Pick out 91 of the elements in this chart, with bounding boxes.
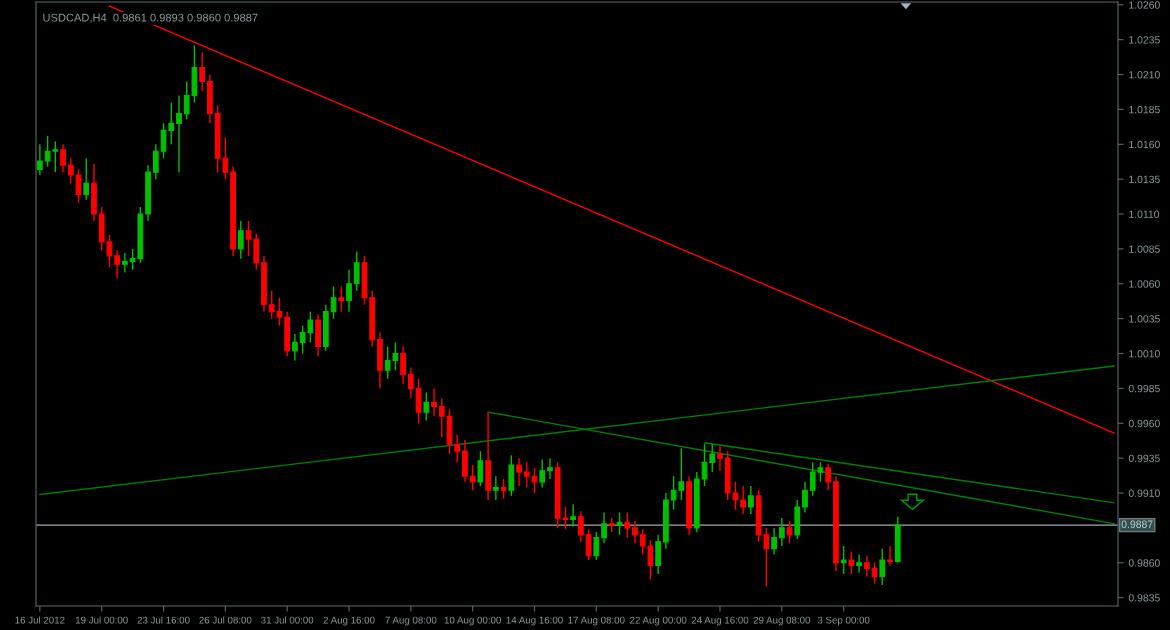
candlestick bbox=[863, 555, 870, 578]
y-tick-label: 0.9910 bbox=[1128, 489, 1160, 497]
candlestick bbox=[740, 485, 747, 515]
candlestick bbox=[825, 463, 832, 491]
candlestick bbox=[83, 157, 90, 201]
candlestick bbox=[601, 511, 607, 544]
x-tick-label: 7 Aug 08:00 bbox=[385, 616, 437, 626]
y-tick-label: 1.0035 bbox=[1129, 315, 1160, 323]
candlestick bbox=[786, 520, 793, 544]
candlestick bbox=[539, 458, 546, 489]
candlestick bbox=[771, 527, 777, 556]
y-tick-label: 0.9985 bbox=[1128, 384, 1160, 393]
candlestick bbox=[632, 520, 638, 544]
x-tick-label: 19 Jul 00:00 bbox=[75, 616, 128, 624]
candlestick bbox=[871, 562, 878, 585]
candlestick bbox=[330, 285, 337, 320]
candlestick bbox=[168, 101, 175, 145]
candlestick bbox=[400, 345, 406, 385]
candlestick bbox=[75, 168, 82, 204]
y-tick-label: 1.0260 bbox=[1129, 1, 1160, 9]
candlestick bbox=[237, 220, 244, 260]
candlestick bbox=[709, 443, 716, 473]
x-tick-label: 2 Aug 16:00 bbox=[323, 616, 375, 626]
candlestick bbox=[570, 503, 577, 528]
candlestick bbox=[454, 433, 461, 464]
candlestick bbox=[114, 249, 121, 279]
candlestick bbox=[431, 387, 437, 417]
y-tick-label: 1.0160 bbox=[1129, 140, 1160, 149]
candlestick bbox=[848, 550, 855, 575]
candlestick bbox=[523, 461, 530, 489]
x-tick-label: 23 Jul 16:00 bbox=[137, 616, 190, 624]
candlestick bbox=[407, 366, 414, 399]
candlestick bbox=[199, 51, 206, 92]
candlestick bbox=[577, 510, 584, 543]
x-tick-label: 29 Aug 08:00 bbox=[753, 616, 811, 626]
y-tick-label: 0.9960 bbox=[1128, 419, 1160, 428]
candlestick bbox=[36, 143, 43, 176]
y-tick-label: 1.0135 bbox=[1129, 175, 1160, 184]
candlestick bbox=[438, 397, 445, 438]
candlestick bbox=[531, 467, 538, 494]
candlestick bbox=[593, 531, 600, 561]
candlestick bbox=[547, 457, 553, 480]
candlestick bbox=[152, 143, 159, 180]
candlestick bbox=[353, 250, 360, 292]
candlestick bbox=[879, 548, 886, 586]
candlestick bbox=[492, 475, 499, 501]
candlestick bbox=[856, 553, 862, 574]
x-tick-label: 16 Jul 2012 bbox=[15, 616, 65, 624]
candlestick bbox=[60, 143, 66, 173]
x-tick-label: 10 Aug 00:00 bbox=[444, 616, 501, 626]
candlestick bbox=[423, 391, 430, 422]
candlestick bbox=[415, 377, 422, 424]
x-tick-label: 17 Aug 08:00 bbox=[568, 616, 625, 626]
candlestick bbox=[887, 545, 893, 567]
y-tick-label: 1.0210 bbox=[1129, 71, 1160, 79]
x-tick-label: 14 Aug 16:00 bbox=[506, 616, 563, 626]
y-tick-label: 1.0235 bbox=[1129, 36, 1160, 44]
y-tick-label: 1.0085 bbox=[1129, 245, 1160, 253]
x-tick-label: 31 Jul 00:00 bbox=[261, 616, 314, 624]
y-tick-label: 0.9860 bbox=[1128, 559, 1160, 567]
candlestick bbox=[500, 478, 507, 500]
x-tick-label: 24 Aug 16:00 bbox=[691, 616, 749, 626]
candlestick bbox=[67, 157, 74, 185]
y-tick-label: 1.0185 bbox=[1129, 105, 1160, 114]
candlestick bbox=[778, 517, 785, 547]
candlestick bbox=[748, 485, 754, 515]
candlestick bbox=[346, 269, 352, 313]
y-tick-label: 0.9835 bbox=[1128, 594, 1160, 602]
candlestick bbox=[338, 285, 345, 313]
candlestick bbox=[176, 94, 182, 173]
ref-line-label: 0.9887 bbox=[1121, 520, 1153, 528]
y-tick-label: 1.0060 bbox=[1129, 280, 1160, 288]
y-tick-label: 1.0110 bbox=[1129, 210, 1160, 218]
text: USDCAD,H4 0.9861 0.9893 0.9860 0.9887 bbox=[43, 13, 258, 23]
x-tick-label: 26 Jul 08:00 bbox=[199, 616, 252, 624]
candlestick bbox=[585, 528, 592, 561]
y-tick-label: 1.0010 bbox=[1129, 350, 1160, 358]
x-tick-label: 3 Sep 00:00 bbox=[817, 616, 870, 626]
candlestick bbox=[477, 450, 484, 487]
candlestick bbox=[292, 333, 298, 362]
candlestick bbox=[802, 481, 808, 514]
y-tick-label: 0.9935 bbox=[1128, 454, 1160, 463]
candlestick bbox=[717, 444, 723, 472]
x-tick-label: 22 Aug 00:00 bbox=[629, 616, 687, 626]
candlestick bbox=[616, 511, 623, 536]
candlestick bbox=[516, 457, 522, 487]
candlestick bbox=[624, 511, 631, 539]
candlestick bbox=[655, 534, 662, 575]
candlestick bbox=[122, 252, 128, 274]
candlestick bbox=[469, 464, 476, 491]
candlestick bbox=[840, 545, 847, 575]
